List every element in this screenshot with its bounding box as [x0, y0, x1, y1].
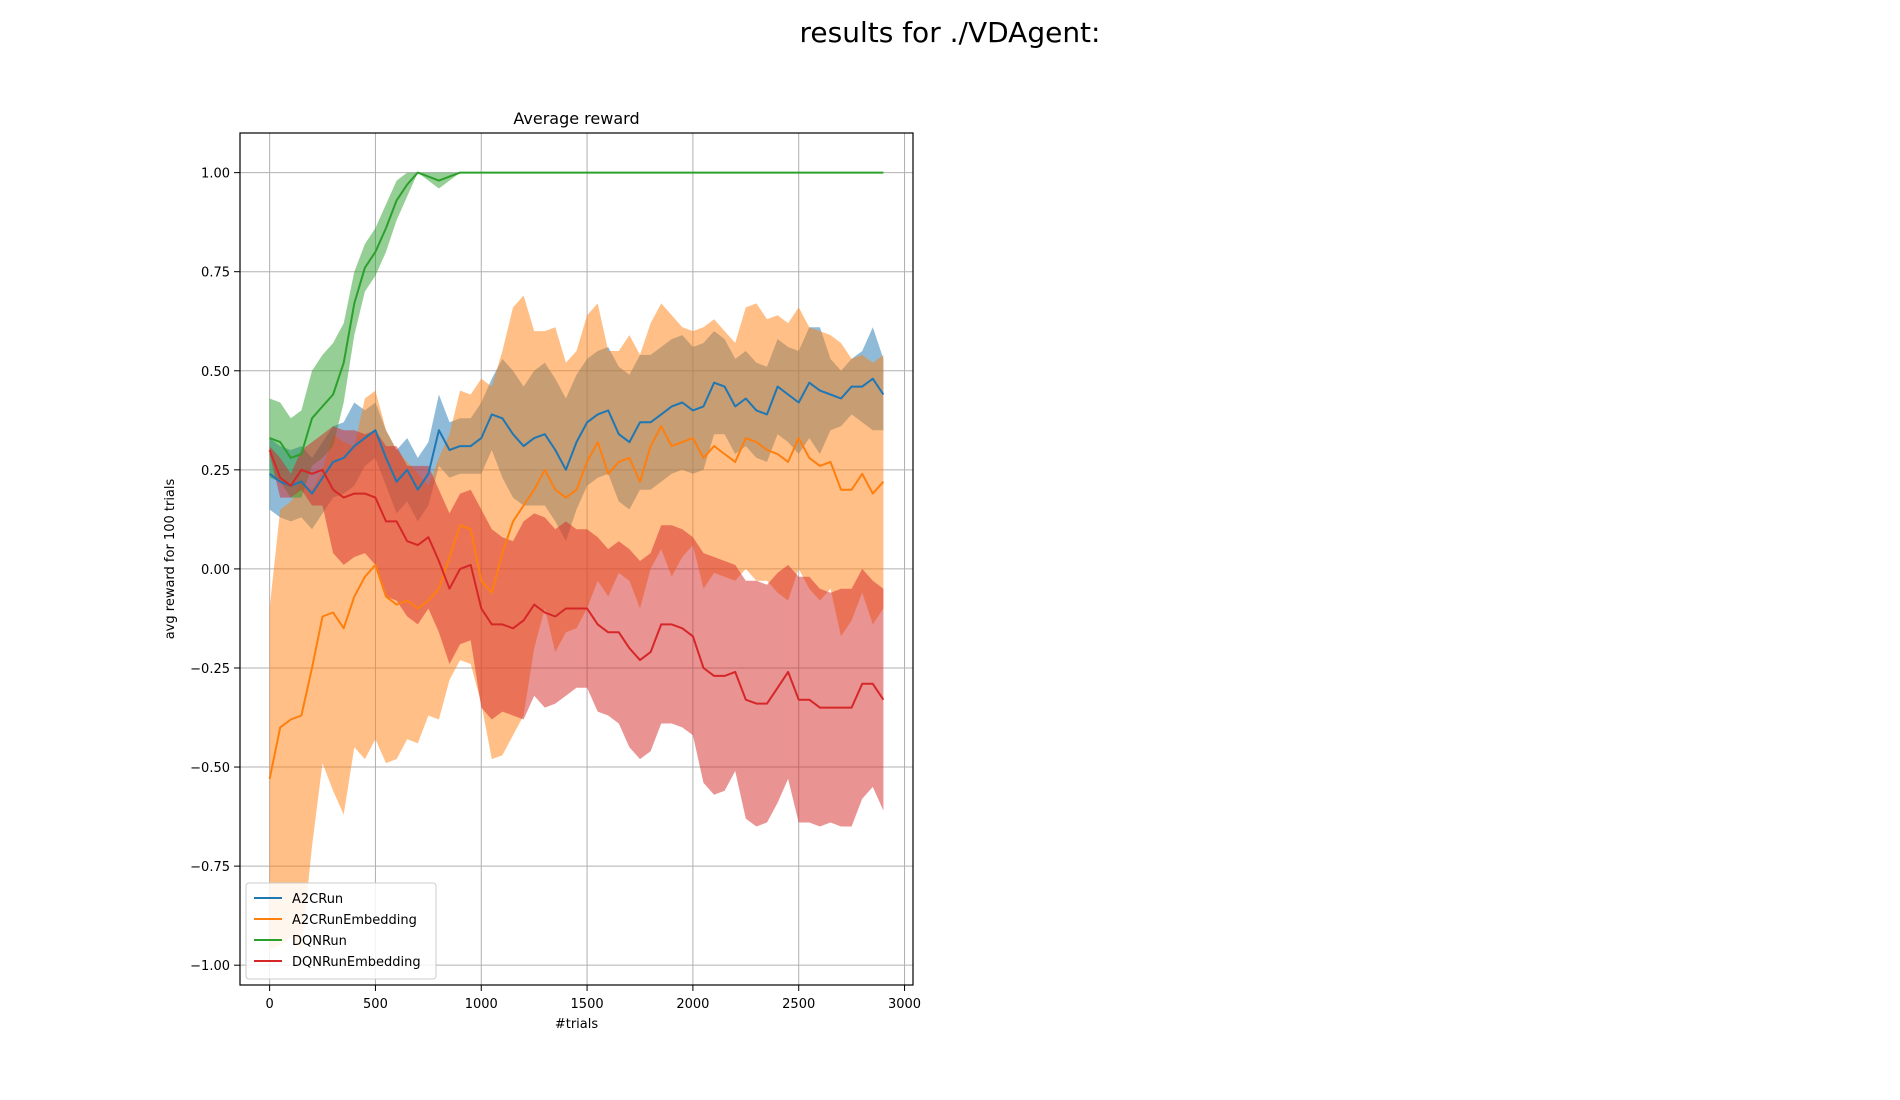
x-axis-label: #trials [555, 1017, 599, 1032]
line-dqnrun [269, 171, 884, 459]
axes-frame [239, 132, 914, 986]
line-a2crun [269, 377, 885, 495]
y-tick-label: −1.00 [190, 959, 230, 974]
y-tick-label: 0.25 [201, 464, 230, 479]
y-tick-label: 0.50 [201, 365, 230, 380]
confidence-bands [269, 172, 884, 950]
figure-title: results for ./VDAgent: [799, 16, 1101, 49]
series-lines [268, 171, 885, 780]
axis-ticks: 0 500 1000 1500 2000 2500 3000 −1.00 −0.75 −0.50 −… [190, 167, 921, 1012]
y-tick-label: 0.75 [201, 266, 230, 281]
x-tick-label: 0 [265, 997, 273, 1012]
y-tick-label: −0.25 [190, 662, 230, 677]
x-tick-label: 2000 [676, 997, 709, 1012]
chart-title: Average reward [513, 109, 639, 128]
legend-box [245, 882, 437, 980]
legend-label: A2CRunEmbedding [292, 913, 417, 928]
y-axis-label: avg reward for 100 trials [163, 478, 178, 639]
y-tick-label: 0.00 [201, 563, 230, 578]
x-tick-label: 1000 [465, 997, 498, 1012]
x-tick-label: 1500 [571, 997, 604, 1012]
legend: A2CRun A2CRunEmbedding DQNRun DQNRunEmbeddi… [245, 882, 437, 980]
x-tick-label: 500 [363, 997, 388, 1012]
line-dqnrunembedding [268, 449, 885, 709]
y-tick-label: −0.50 [190, 761, 230, 776]
x-tick-label: 2500 [782, 997, 815, 1012]
band-dqnrunembedding [269, 426, 884, 827]
legend-label: DQNRun [292, 934, 347, 949]
legend-label: DQNRunEmbedding [292, 955, 421, 970]
y-tick-label: 1.00 [201, 167, 230, 182]
line-a2crunembedding [268, 425, 885, 780]
legend-label: A2CRun [292, 892, 343, 907]
x-tick-label: 3000 [888, 997, 921, 1012]
y-tick-label: −0.75 [190, 860, 230, 875]
